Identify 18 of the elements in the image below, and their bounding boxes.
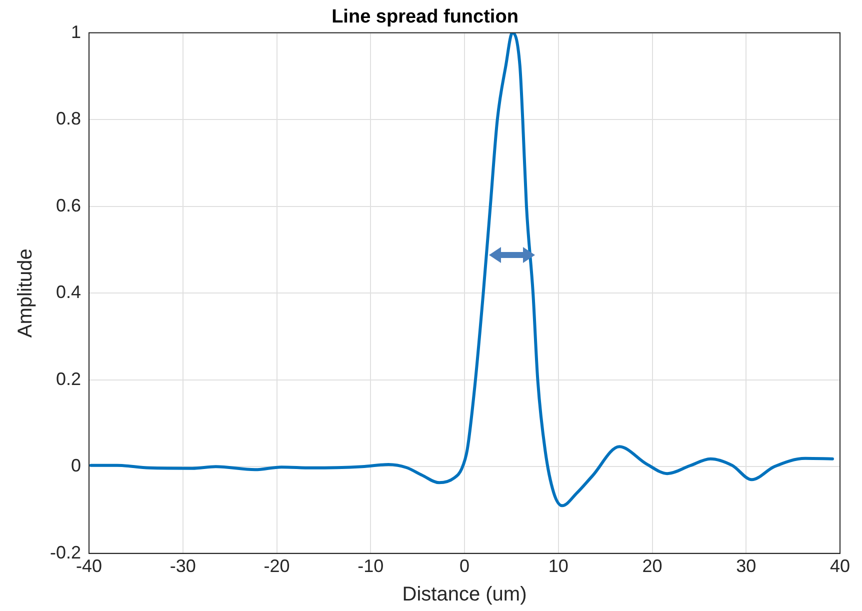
x-tick-label: 20 [642,556,662,576]
x-tick-label: 0 [460,556,470,576]
y-tick-label: 1 [71,22,82,42]
line-series [89,32,834,508]
y-tick-label: 0.2 [56,368,82,389]
x-axis-title: Distance (um) [402,584,527,606]
chart-title: Line spread function [332,6,518,28]
x-tick-label: 30 [736,556,756,576]
x-tick-label: 10 [548,556,568,576]
x-tick-label: -30 [170,556,196,576]
x-tick-label: -20 [264,556,290,576]
y-tick-label: 0.6 [56,195,82,216]
x-tick-label: 40 [830,556,850,576]
y-tick-label: 0 [71,456,82,476]
y-tick-label: 0.8 [56,108,82,129]
y-axis-title: Amplitude [14,248,37,338]
y-tick-label: 0.4 [56,282,82,302]
x-tick-label: -10 [358,556,384,576]
